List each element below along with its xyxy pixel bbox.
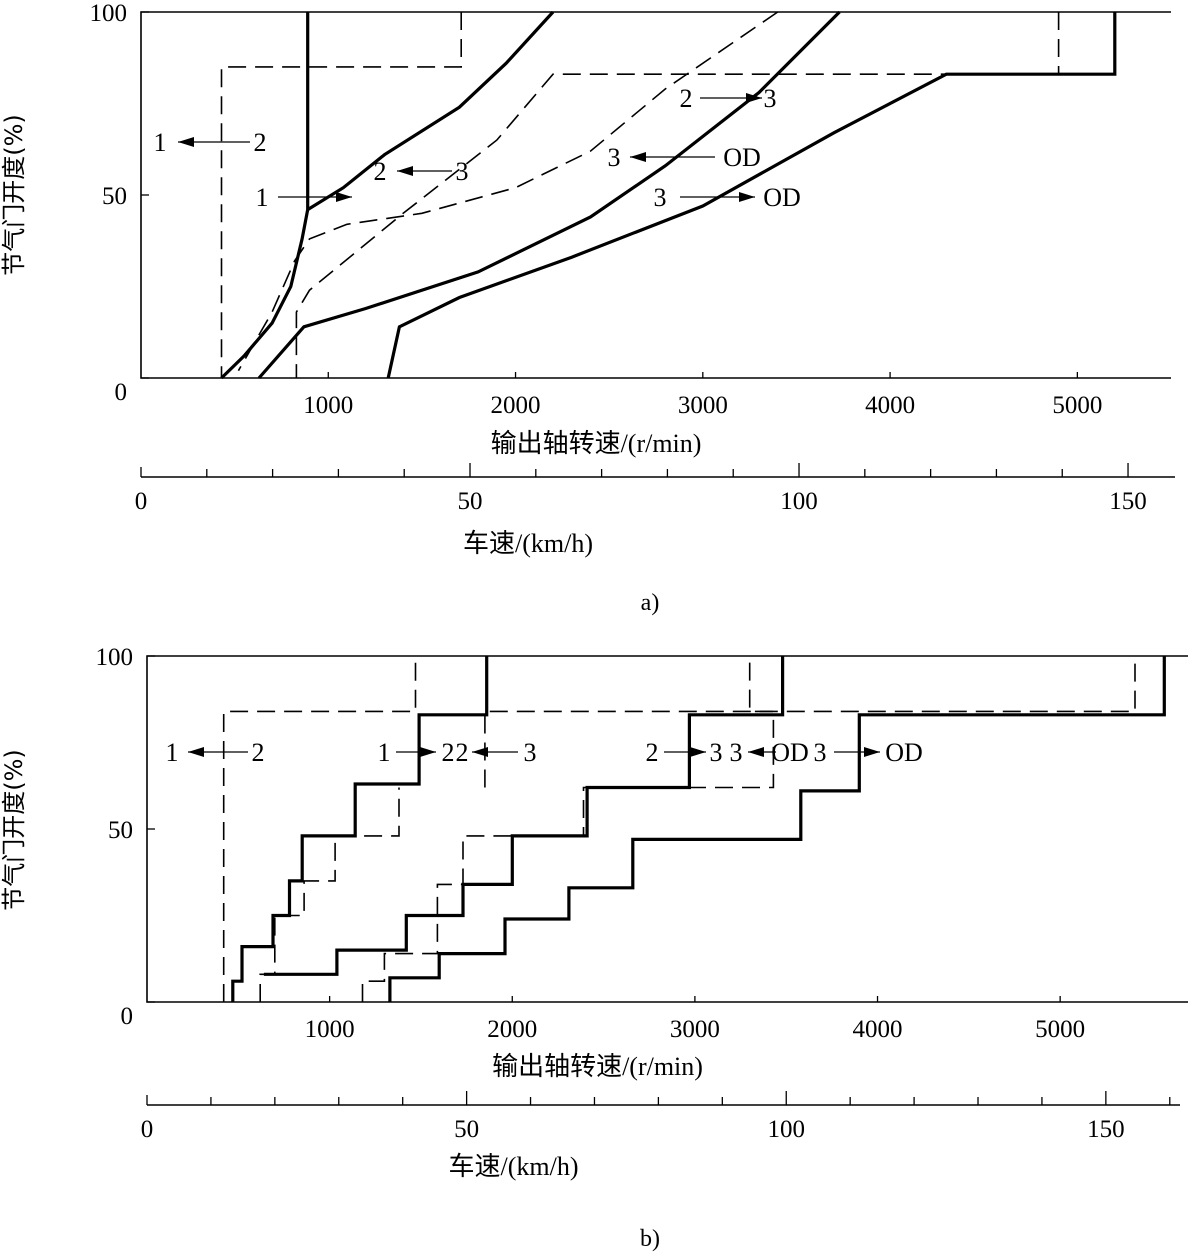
annotation-label: OD — [723, 143, 761, 172]
annotation-label: 2 — [252, 738, 265, 767]
x2-tick-label: 0 — [135, 488, 148, 515]
annotation-arrowhead — [178, 137, 194, 147]
annotation-label: 2 — [442, 738, 455, 767]
annotation-arrowhead — [336, 192, 352, 202]
annotation-label: 3 — [730, 738, 743, 767]
annotation-label: OD — [763, 183, 801, 212]
y-tick-label: 50 — [108, 817, 133, 844]
annotation-label: OD — [885, 738, 923, 767]
series-line — [231, 656, 489, 1002]
y-tick-label: 100 — [90, 0, 128, 27]
x-tick-label: 5000 — [1035, 1016, 1085, 1043]
annotation-label: 2 — [680, 84, 693, 113]
y-tick-label: 0 — [121, 1003, 134, 1030]
annotation-arrowhead — [472, 747, 488, 757]
annotation-label: 3 — [654, 183, 667, 212]
annotation-arrowhead — [748, 747, 764, 757]
annotation-label: 2 — [254, 128, 267, 157]
x-tick-label: 2000 — [487, 1016, 537, 1043]
annotation-arrowhead — [690, 747, 706, 757]
annotation-label: 2 — [374, 157, 387, 186]
series-line — [484, 656, 1136, 788]
x-tick-label: 5000 — [1052, 392, 1102, 419]
annotation-label: 1 — [154, 128, 167, 157]
annotation-label: 3 — [456, 157, 469, 186]
y-tick-label: 0 — [115, 379, 128, 406]
annotation-label: 1 — [256, 183, 269, 212]
series-line — [222, 656, 417, 1002]
series-line — [306, 10, 555, 211]
annotation-arrowhead — [630, 152, 646, 162]
annotation-arrowhead — [864, 747, 880, 757]
annotation-arrowhead — [397, 166, 413, 176]
y-tick-label: 50 — [102, 183, 127, 210]
series-line — [257, 10, 841, 380]
annotation-label: 3 — [524, 738, 537, 767]
x-tick-label: 3000 — [670, 1016, 720, 1043]
x2-tick-label: 150 — [1087, 1116, 1125, 1143]
annotation-arrowhead — [420, 747, 436, 757]
x-tick-label: 4000 — [865, 392, 915, 419]
x2-tick-label: 100 — [767, 1116, 805, 1143]
annotation-label: OD — [771, 738, 809, 767]
series-line — [220, 12, 462, 378]
x-tick-label: 4000 — [853, 1016, 903, 1043]
y-tick-label: 100 — [96, 644, 134, 671]
annotation-label: 3 — [608, 143, 621, 172]
y-axis-label: 节气门开度(%) — [0, 749, 28, 911]
x2-tick-label: 0 — [141, 1116, 154, 1143]
annotation-arrowhead — [746, 93, 762, 103]
annotation-label: 3 — [710, 738, 723, 767]
annotation-label: 2 — [646, 738, 659, 767]
x-tick-label: 3000 — [678, 392, 728, 419]
series-line — [388, 656, 1166, 1002]
x-axis-label: 输出轴转速/(r/min) — [491, 429, 702, 458]
series-line — [295, 12, 1060, 378]
series-line — [361, 656, 775, 1002]
annotation-label: 3 — [814, 738, 827, 767]
x2-tick-label: 50 — [454, 1116, 479, 1143]
x-tick-label: 1000 — [303, 392, 353, 419]
series-line — [263, 656, 785, 976]
series-line — [386, 12, 1117, 379]
x2-tick-label: 150 — [1109, 488, 1147, 515]
series-line — [259, 787, 400, 1002]
x2-axis-label: 车速/(km/h) — [463, 529, 593, 558]
panel-subtitle: b) — [640, 1226, 660, 1252]
annotation-arrowhead — [188, 747, 204, 757]
panel-subtitle: a) — [641, 590, 660, 616]
x-axis-label: 输出轴转速/(r/min) — [492, 1052, 703, 1081]
annotation-label: 1 — [378, 738, 391, 767]
x-tick-label: 2000 — [491, 392, 541, 419]
x2-axis-label: 车速/(km/h) — [449, 1152, 579, 1181]
annotation-arrowhead — [739, 192, 755, 202]
series-line — [237, 11, 779, 372]
annotation-label: 1 — [166, 738, 179, 767]
x2-tick-label: 50 — [458, 488, 483, 515]
x2-tick-label: 100 — [780, 488, 818, 515]
annotation-label: 2 — [456, 738, 469, 767]
annotation-label: 3 — [764, 84, 777, 113]
x-tick-label: 1000 — [305, 1016, 355, 1043]
plot-frame — [146, 655, 1188, 1003]
y-axis-label: 节气门开度(%) — [0, 114, 28, 276]
